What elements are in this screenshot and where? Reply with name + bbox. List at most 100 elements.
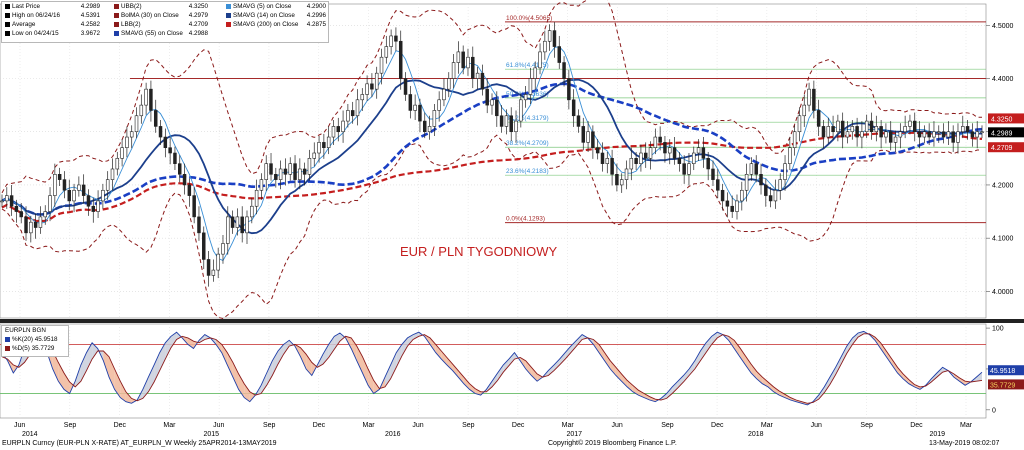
candle-body (768, 195, 773, 202)
stoch-fill (773, 386, 780, 396)
candle-body (634, 158, 638, 164)
stoch-tag-label: 35.7729 (990, 382, 1015, 389)
price-legend: Last Price 4.2989 High on 06/24/16 4.5391 Av… (1, 1, 329, 43)
price-ytick-label: 4.1000 (992, 236, 1014, 243)
candle-body (302, 168, 307, 175)
legend-value: 4.2875 (306, 21, 326, 28)
stoch-fill (537, 373, 543, 382)
legend-label: Low on 04/24/15 (12, 30, 59, 37)
stoch-fill (914, 384, 921, 390)
price-tag-box (988, 113, 1024, 124)
candle-body (523, 94, 528, 101)
candle-body (576, 115, 581, 127)
x-month-label: Mar (562, 422, 575, 429)
stoch-fill (148, 364, 155, 392)
candle-body (701, 147, 706, 159)
candle-body (754, 163, 758, 175)
x-year-label: 2019 (929, 431, 945, 438)
candle-body (812, 88, 816, 111)
candle-body (504, 115, 509, 127)
price-tag-box (988, 127, 1024, 138)
stoch-fill (621, 373, 628, 387)
candle-body (778, 179, 782, 191)
stoch-fill (599, 344, 605, 361)
stoch-fill (114, 368, 121, 398)
candle-body (379, 56, 384, 74)
stoch-fill (92, 342, 98, 360)
legend-value: 4.2996 (306, 12, 326, 19)
stoch-fill (829, 367, 836, 385)
x-month-label: Sep (263, 422, 276, 429)
candle-body (427, 126, 432, 133)
candle-body (283, 168, 288, 175)
candle-body (53, 174, 57, 196)
candle-body (672, 147, 677, 159)
candle-body (298, 168, 302, 180)
candle-body (888, 131, 893, 143)
fib-level-label: 23.6%(4.2183) (506, 168, 549, 175)
candle-body (442, 88, 446, 101)
candle-body (836, 120, 840, 133)
candle-body (264, 163, 268, 180)
candle-body (922, 131, 927, 138)
footer-timestamp: 13-May-2019 08:02:07 (929, 440, 1000, 447)
candle-body (519, 99, 523, 122)
candle-body (696, 147, 701, 154)
legend-swatch (226, 3, 231, 9)
candle-body (226, 216, 230, 244)
candle-body (384, 46, 389, 58)
candle-body (720, 189, 725, 202)
candle-body (735, 200, 739, 212)
candle-body (461, 51, 465, 69)
x-month-label: Mar (163, 422, 176, 429)
candle-body (437, 99, 441, 111)
candle-body (230, 216, 235, 228)
stoch-fill (272, 350, 278, 376)
legend-label: SMAVG (14) on Close (233, 12, 295, 19)
candle-body (917, 131, 922, 138)
lower-bollinger-band (1, 134, 982, 320)
stoch-fill (559, 352, 566, 365)
candle-body (619, 179, 624, 186)
candle-body (783, 163, 787, 180)
candle-body (139, 104, 144, 117)
candle-body (716, 179, 720, 191)
x-month-label: Mar (761, 422, 774, 429)
stoch-fill (159, 342, 166, 371)
x-month-label: Dec (313, 422, 326, 429)
candle-body (941, 131, 946, 138)
stoch-fill (216, 339, 222, 353)
footer-copyright: Copyright© 2019 Bloomberg Finance L.P. (548, 440, 677, 447)
legend-value: 4.2709 (188, 21, 208, 28)
candle-body (178, 163, 182, 175)
candle-body (860, 131, 864, 138)
x-month-label: Jun (611, 422, 622, 429)
candle-body (629, 158, 634, 170)
stoch-fill (632, 385, 639, 396)
legend-swatch (226, 21, 231, 27)
legend-value: 4.5391 (80, 12, 100, 19)
candle-body (250, 205, 254, 218)
fib-level-label: 61.8%(4.4175) (506, 62, 549, 69)
candle-body (120, 147, 124, 159)
x-month-label: Jun (14, 422, 25, 429)
candle-body (884, 131, 888, 138)
stoch-fill (261, 373, 267, 394)
candle-body (360, 94, 365, 101)
stoch-fill (170, 332, 177, 348)
candle-body (115, 158, 120, 170)
candle-body (893, 136, 898, 143)
candle-body (980, 131, 984, 134)
candle-body (129, 131, 134, 138)
candle-body (643, 152, 648, 159)
legend-label: LBB(2) (121, 21, 141, 28)
stoch-fill (677, 375, 684, 388)
candle-body (77, 184, 81, 191)
candle-body (850, 126, 855, 133)
stoch-fill (328, 336, 335, 358)
candle-body (682, 163, 686, 175)
stoch-fill (835, 356, 842, 375)
candle-body (216, 253, 220, 271)
candle-body (125, 136, 129, 148)
stoch-fill (756, 371, 763, 384)
